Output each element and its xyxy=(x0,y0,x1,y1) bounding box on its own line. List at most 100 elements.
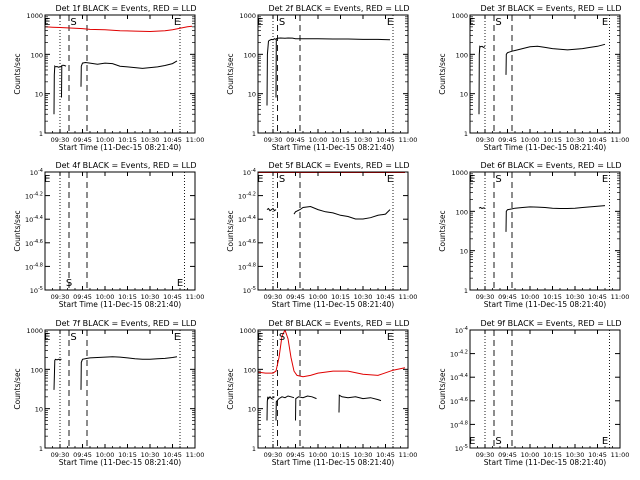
event-marker-s: S xyxy=(66,278,72,289)
y-tick-label: 10-41e-4 xyxy=(243,168,256,177)
y-tick-label: 10 xyxy=(248,91,256,99)
x-tick-label: 10:45 xyxy=(588,293,607,301)
x-tick-label: 10:00 xyxy=(521,293,540,301)
event-marker-e: E xyxy=(177,278,183,289)
x-tick-label: 10:15 xyxy=(543,136,562,144)
event-marker-s: S xyxy=(495,17,501,28)
x-axis-label: Start Time (11-Dec-15 08:21:40) xyxy=(59,143,181,152)
series-events-line xyxy=(505,43,606,75)
event-marker-e: E xyxy=(602,174,608,185)
x-tick-label: 10:45 xyxy=(163,293,182,301)
y-tick-label: 10-51e-5 xyxy=(30,286,43,295)
x-tick-label: 10:00 xyxy=(96,451,115,459)
series-events-line xyxy=(53,65,56,115)
event-marker-s: S xyxy=(495,174,501,185)
panel-det1: Det 1f BLACK = Events, RED = LLD 09:30 09:… xyxy=(13,4,204,152)
x-tick-label: 09:45 xyxy=(498,293,517,301)
x-tick-label: 10:30 xyxy=(141,451,160,459)
y-axis-label: Counts/sec xyxy=(226,368,235,409)
x-tick-label: 10:00 xyxy=(309,451,328,459)
event-marker-e: E xyxy=(602,436,608,447)
x-axis-label: Start Time (11-Dec-15 08:21:40) xyxy=(59,300,181,309)
y-tick-label: 10-4.21e-4.2 xyxy=(25,192,43,201)
event-marker-e: E xyxy=(469,17,475,28)
event-marker-s: S xyxy=(70,17,76,28)
x-tick-label: 10:45 xyxy=(588,136,607,144)
series-lld-line xyxy=(258,330,406,378)
x-tick-label: 10:45 xyxy=(163,136,182,144)
x-axis-label: Start Time (11-Dec-15 08:21:40) xyxy=(484,143,606,152)
x-tick-label: 09:45 xyxy=(498,136,517,144)
x-tick-label: 09:30 xyxy=(476,293,495,301)
y-tick-label: 1000 xyxy=(26,327,43,335)
x-tick-label: 09:30 xyxy=(476,136,495,144)
x-tick-label: 09:30 xyxy=(264,136,283,144)
panel-det7: Det 7f BLACK = Events, RED = LLD 09:30 09:… xyxy=(13,319,204,467)
series-events-line xyxy=(55,65,62,68)
event-marker-s: S xyxy=(279,174,285,185)
x-tick-label: 10:30 xyxy=(354,136,373,144)
x-tick-label: 09:30 xyxy=(476,451,495,459)
x-tick-label: 10:15 xyxy=(543,293,562,301)
y-axis-label: Counts/sec xyxy=(438,53,447,94)
x-tick-label: 10:15 xyxy=(331,136,350,144)
y-tick-label: 10-4.81e-4.8 xyxy=(450,420,468,429)
x-tick-label: 10:15 xyxy=(331,451,350,459)
y-tick-label: 1 xyxy=(252,445,256,453)
x-tick-label: 09:45 xyxy=(286,293,305,301)
y-tick-label: 10 xyxy=(460,91,468,99)
y-tick-label: 10-4.61e-4.6 xyxy=(25,239,43,248)
x-tick-label: 09:30 xyxy=(264,293,283,301)
x-tick-label: 10:45 xyxy=(376,136,395,144)
series-events-line xyxy=(266,40,269,106)
x-axis-label: Start Time (11-Dec-15 08:21:40) xyxy=(272,143,394,152)
x-tick-label: 09:30 xyxy=(264,451,283,459)
y-tick-label: 10-4.41e-4.4 xyxy=(238,215,256,224)
y-tick-label: 10-51e-5 xyxy=(243,286,256,295)
y-tick-label: 1 xyxy=(252,130,256,138)
y-tick-label: 100 xyxy=(456,51,468,59)
panel-det4: Det 4f BLACK = Events, RED = LLD 09:30 09:… xyxy=(13,161,204,309)
x-tick-label: 09:45 xyxy=(73,451,92,459)
event-marker-e: E xyxy=(174,332,180,343)
x-tick-label: 10:45 xyxy=(588,451,607,459)
y-axis-label: Counts/sec xyxy=(438,210,447,251)
series-events-line xyxy=(293,205,391,220)
x-tick-label: 11:00 xyxy=(399,293,418,301)
y-axis-label: Counts/sec xyxy=(226,53,235,94)
series-events-line xyxy=(268,38,277,42)
y-tick-label: 1000 xyxy=(26,12,43,20)
y-tick-label: 10-4.61e-4.6 xyxy=(450,397,468,406)
x-axis-label: Start Time (11-Dec-15 08:21:40) xyxy=(59,458,181,467)
event-marker-e: E xyxy=(44,174,50,185)
event-marker-e: E xyxy=(387,174,393,185)
y-tick-label: 10-4.81e-4.8 xyxy=(25,262,43,271)
panel-title: Det 9f BLACK = Events, RED = LLD xyxy=(480,319,621,328)
y-tick-label: 10-4.81e-4.8 xyxy=(238,262,256,271)
x-tick-label: 10:30 xyxy=(566,136,585,144)
event-marker-e: E xyxy=(44,332,50,343)
x-tick-label: 10:00 xyxy=(96,293,115,301)
series-events-line xyxy=(266,207,277,212)
y-tick-label: 1000 xyxy=(239,327,256,335)
series-events-line xyxy=(505,205,606,232)
series-events-line xyxy=(275,395,295,421)
y-tick-label: 10-41e-4 xyxy=(455,326,468,335)
panel-det6: Det 6f BLACK = Events, RED = LLD 09:30 09:… xyxy=(438,161,629,309)
x-tick-label: 10:15 xyxy=(118,451,137,459)
event-marker-e: E xyxy=(387,332,393,343)
x-tick-label: 11:00 xyxy=(399,136,418,144)
y-tick-label: 10-4.21e-4.2 xyxy=(238,192,256,201)
event-marker-s: S xyxy=(495,436,501,447)
series-events-line xyxy=(295,395,317,421)
x-tick-label: 10:45 xyxy=(376,293,395,301)
x-axis-label: Start Time (11-Dec-15 08:21:40) xyxy=(484,300,606,309)
event-marker-s: S xyxy=(279,332,285,343)
panel-det2: Det 2f BLACK = Events, RED = LLD 09:30 09:… xyxy=(226,4,418,152)
y-tick-label: 100 xyxy=(456,208,468,216)
y-tick-label: 10 xyxy=(460,248,468,256)
panel-title: Det 5f BLACK = Events, RED = LLD xyxy=(268,161,409,170)
y-tick-label: 1 xyxy=(39,445,43,453)
y-tick-label: 1000 xyxy=(239,12,256,20)
